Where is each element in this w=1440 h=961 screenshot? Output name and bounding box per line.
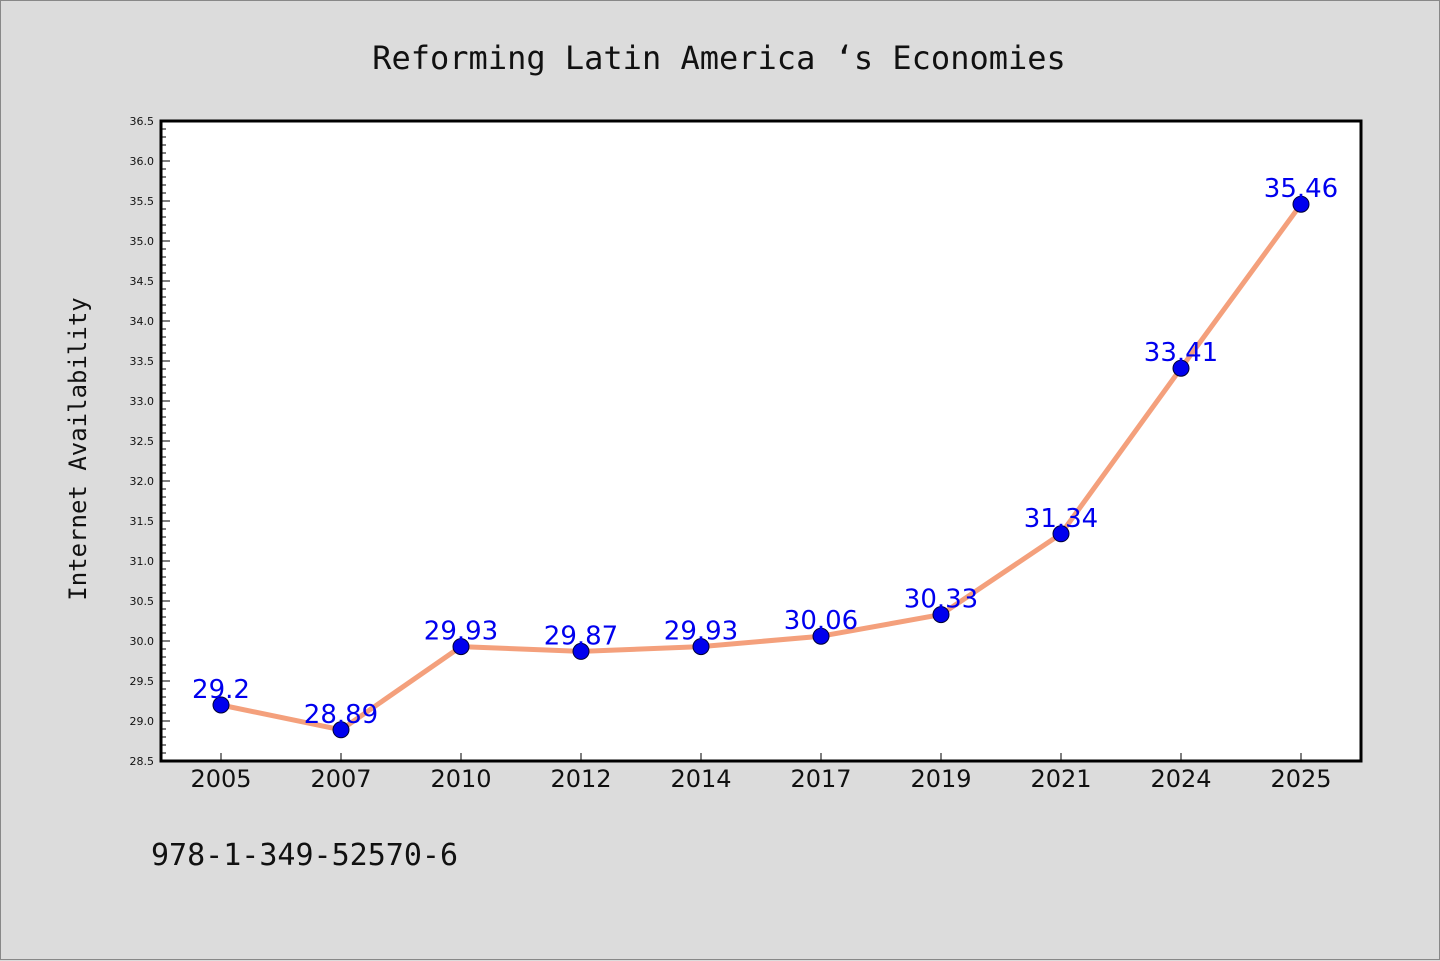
data-point <box>332 721 350 739</box>
data-point <box>1052 525 1070 543</box>
plot-area <box>159 119 1363 763</box>
y-tick-label: 34.5 <box>130 275 155 288</box>
y-tick-label: 29.0 <box>130 715 155 728</box>
y-tick-label: 32.0 <box>130 475 155 488</box>
data-point <box>932 606 950 624</box>
series-layer: 29.2 28.89 29.93 29.87 29.93 30.06 30.33 31.34 3… <box>192 174 1338 739</box>
x-tick-label: 2017 <box>790 765 851 793</box>
data-point <box>1292 195 1310 213</box>
data-label: 29.93 <box>664 617 738 647</box>
data-label: 30.06 <box>784 606 858 636</box>
y-tick-label: 29.5 <box>130 675 155 688</box>
y-tick-label: 35.0 <box>130 235 155 248</box>
y-tick-label: 30.0 <box>130 635 155 648</box>
x-tick-label: 2012 <box>550 765 611 793</box>
data-label: 35.46 <box>1264 174 1338 204</box>
y-tick-label: 30.5 <box>130 595 155 608</box>
y-axis-ticks: 28.5 29.0 29.5 30.0 30.5 31.0 31.5 32.0 32.5 33.0… <box>130 115 170 768</box>
x-tick-label: 2025 <box>1270 765 1331 793</box>
x-tick-label: 2014 <box>670 765 731 793</box>
y-tick-label: 34.0 <box>130 315 155 328</box>
y-tick-label: 36.5 <box>130 115 155 128</box>
y-tick-label: 32.5 <box>130 435 155 448</box>
series-line <box>218 201 1304 733</box>
x-tick-label: 2007 <box>310 765 371 793</box>
footer-code: 978-1-349-52570-6 <box>151 838 458 873</box>
x-tick-label: 2019 <box>910 765 971 793</box>
data-point <box>452 638 470 656</box>
data-label: 29.87 <box>544 621 618 651</box>
data-label: 33.41 <box>1144 338 1218 368</box>
chart-title: Reforming Latin America ‘s Economies <box>372 39 1066 77</box>
data-point <box>572 642 590 660</box>
y-tick-label: 33.0 <box>130 395 155 408</box>
data-label: 29.2 <box>192 675 250 705</box>
x-tick-label: 2010 <box>430 765 491 793</box>
x-axis-ticks: 2005 2007 2010 2012 2014 2017 2019 2021 2024 2025 <box>190 753 1332 793</box>
data-label: 29.93 <box>424 617 498 647</box>
data-point <box>212 696 230 714</box>
y-tick-label: 28.5 <box>130 755 155 768</box>
y-tick-label: 31.0 <box>130 555 155 568</box>
data-label: 28.89 <box>304 700 378 730</box>
data-point <box>1172 359 1190 377</box>
y-tick-label: 35.5 <box>130 195 155 208</box>
data-label: 30.33 <box>904 585 978 615</box>
y-tick-label: 33.5 <box>130 355 155 368</box>
data-point <box>812 627 830 645</box>
x-tick-label: 2005 <box>190 765 251 793</box>
y-tick-label: 36.0 <box>130 155 155 168</box>
y-axis-label: Internet Availability <box>64 297 92 600</box>
y-tick-label: 31.5 <box>130 515 155 528</box>
x-tick-label: 2021 <box>1030 765 1091 793</box>
data-point <box>692 638 710 656</box>
x-tick-label: 2024 <box>1150 765 1211 793</box>
data-label: 31.34 <box>1024 504 1098 534</box>
